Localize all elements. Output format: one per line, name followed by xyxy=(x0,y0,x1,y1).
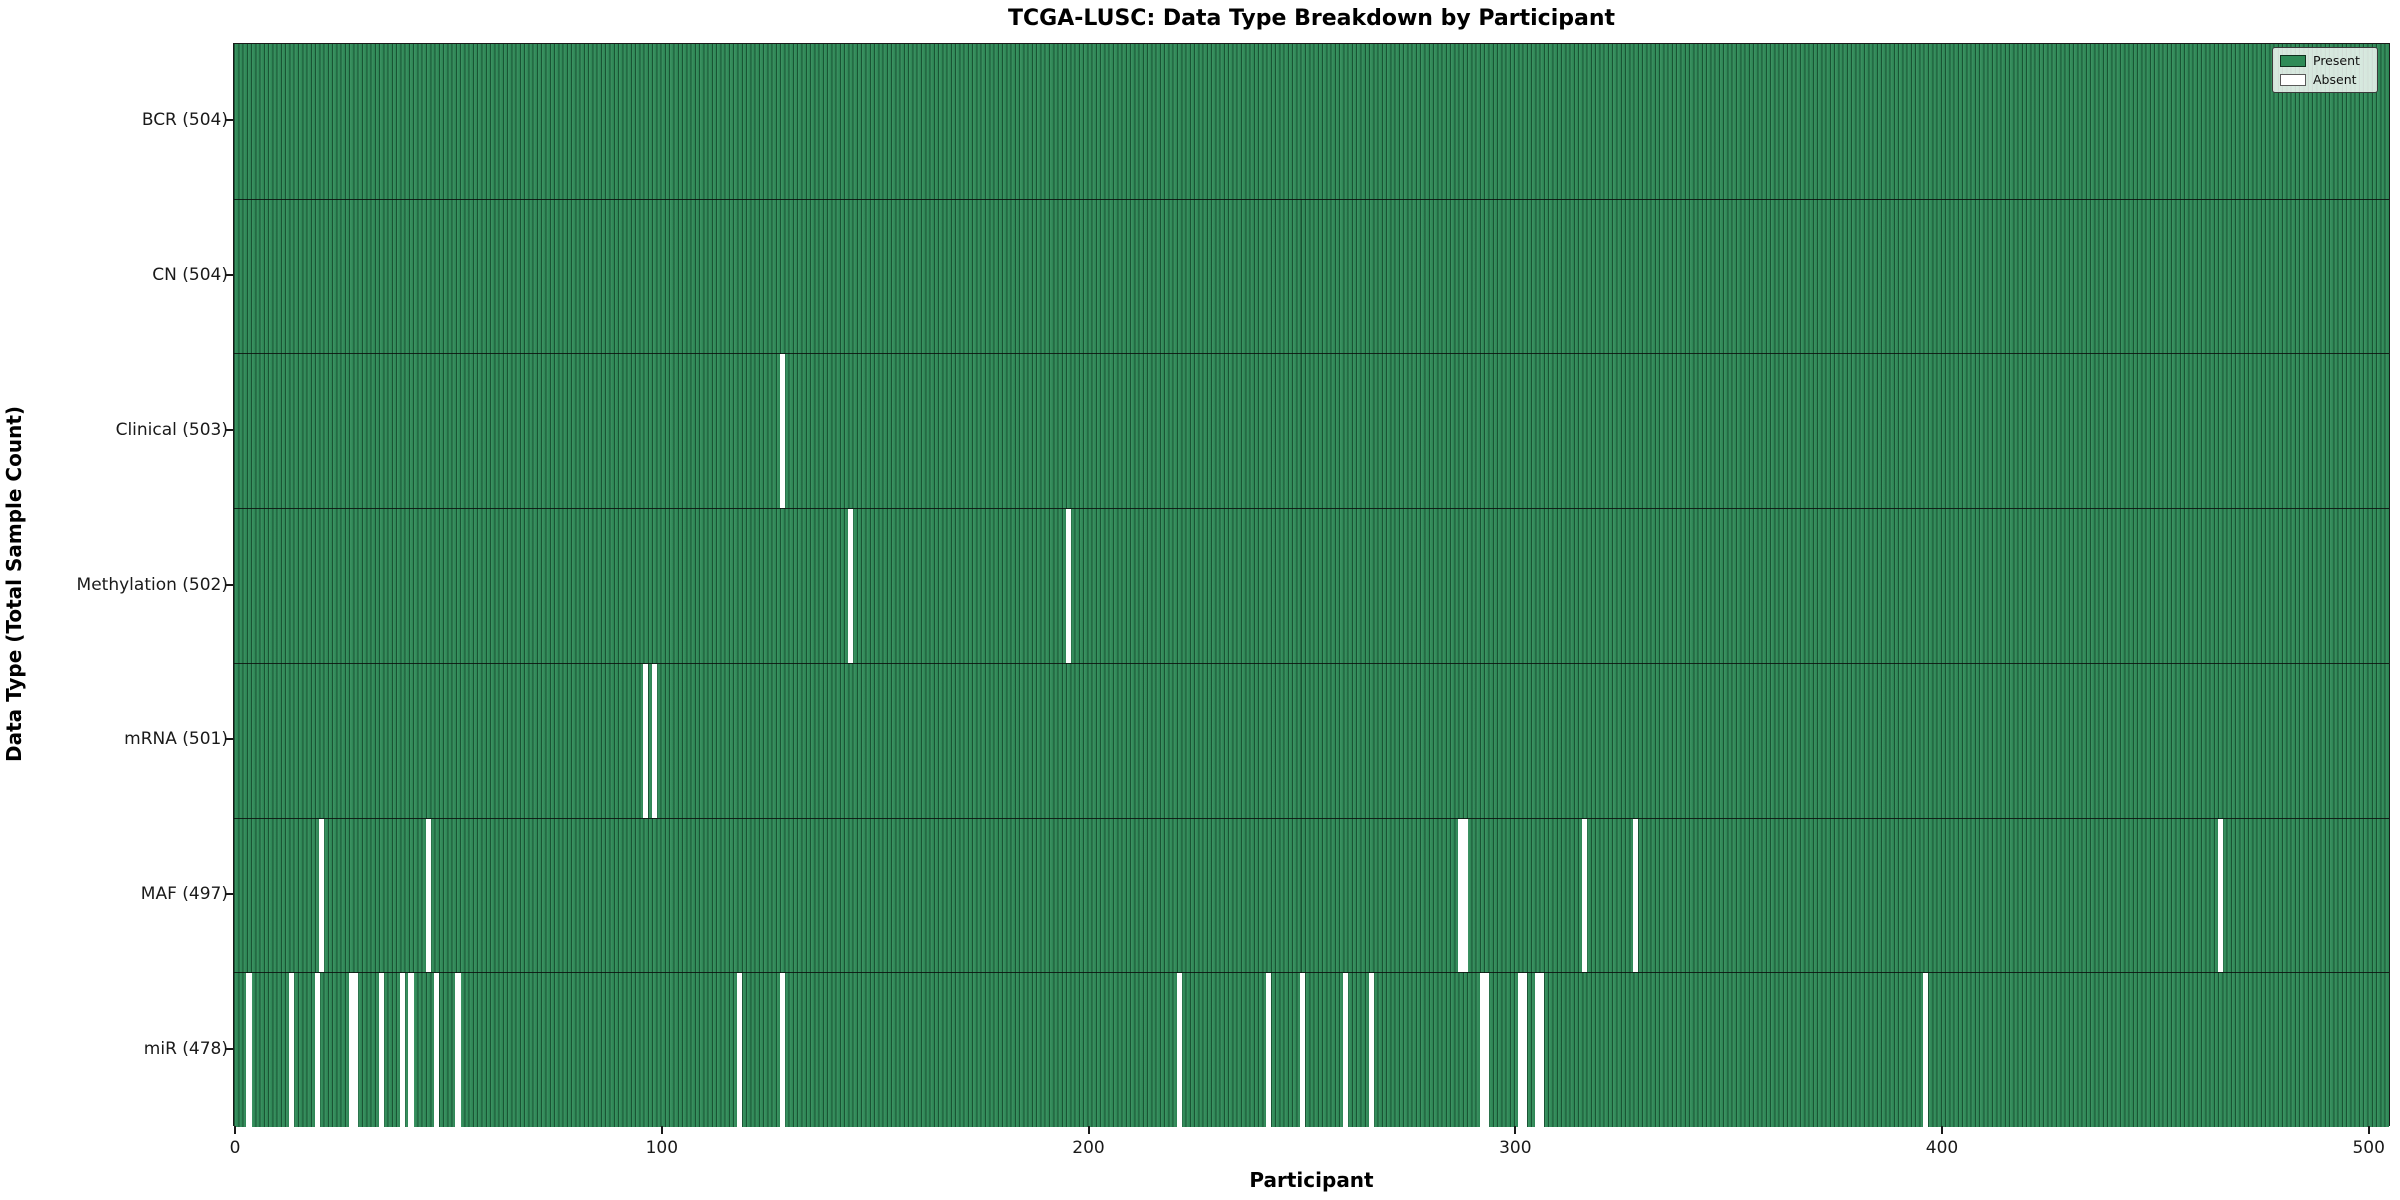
y-tick-mark-miR xyxy=(225,1047,233,1050)
absent-gap-Clinical-128 xyxy=(779,354,785,509)
absent-gap-miR-128 xyxy=(779,973,785,1127)
absent-gap-miR-19 xyxy=(314,973,320,1127)
x-tick-mark-200 xyxy=(1087,1126,1090,1134)
legend-label-absent: Absent xyxy=(2313,72,2357,87)
y-tick-label-mRNA: mRNA (501) xyxy=(124,729,228,750)
absent-gap-miR-260 xyxy=(1342,973,1349,1127)
present-swatch-icon xyxy=(2280,54,2306,67)
y-tick-mark-Methylation xyxy=(225,583,233,586)
x-tick-label-0: 0 xyxy=(229,1138,241,1158)
legend-box: Present Absent xyxy=(2272,47,2378,93)
absent-gap-miR-221 xyxy=(1176,973,1182,1127)
absent-gap-miR-396 xyxy=(1923,973,1929,1127)
x-tick-label-400: 400 xyxy=(1925,1138,1959,1158)
x-tick-label-200: 200 xyxy=(1072,1138,1105,1158)
row-band-BCR xyxy=(234,44,2389,199)
absent-gap-miR-47 xyxy=(434,973,440,1127)
x-tick-label-500: 500 xyxy=(2352,1138,2385,1158)
absent-gap-miR-27 xyxy=(348,973,354,1127)
x-tick-mark-0 xyxy=(234,1126,237,1134)
legend-label-present: Present xyxy=(2313,53,2360,68)
chart-title: TCGA-LUSC: Data Type Breakdown by Partic… xyxy=(1007,6,1616,31)
absent-gap-MAF-465 xyxy=(2217,818,2223,973)
absent-gap-miR-305 xyxy=(1534,973,1541,1127)
absent-gap-MAF-328 xyxy=(1633,818,1639,973)
absent-gap-Methylation-144 xyxy=(847,509,854,663)
absent-gap-miR-3 xyxy=(246,973,252,1127)
absent-gap-miR-28 xyxy=(353,973,359,1127)
x-axis-label: Participant xyxy=(1249,1168,1374,1192)
absent-gap-MAF-288 xyxy=(1462,818,1468,973)
absent-gap-MAF-316 xyxy=(1581,818,1588,973)
absent-gap-miR-266 xyxy=(1368,973,1374,1127)
x-tick-label-100: 100 xyxy=(645,1138,679,1158)
x-tick-mark-100 xyxy=(660,1126,663,1134)
absent-gap-miR-242 xyxy=(1266,973,1272,1127)
x-tick-mark-300 xyxy=(1514,1126,1517,1134)
absent-gap-miR-118 xyxy=(737,973,743,1127)
y-tick-mark-MAF xyxy=(225,892,233,895)
absent-gap-mRNA-98 xyxy=(651,663,657,818)
absent-gap-miR-13 xyxy=(289,973,295,1127)
y-tick-mark-Clinical xyxy=(225,428,233,431)
absent-gap-miR-52 xyxy=(455,973,461,1127)
y-tick-label-Clinical: Clinical (503) xyxy=(115,419,228,440)
absent-gap-miR-301 xyxy=(1517,973,1524,1127)
y-tick-label-MAF: MAF (497) xyxy=(140,883,228,904)
absent-gap-mRNA-96 xyxy=(643,663,649,818)
row-band-CN xyxy=(234,198,2389,354)
absent-gap-MAF-45 xyxy=(425,818,431,973)
absent-gap-miR-302 xyxy=(1522,973,1528,1127)
y-tick-label-Methylation: Methylation (502) xyxy=(76,574,228,595)
plot-area xyxy=(233,43,2390,1127)
row-band-mRNA xyxy=(234,662,2389,818)
absent-gap-miR-250 xyxy=(1300,973,1306,1127)
row-band-Clinical xyxy=(234,353,2389,509)
absent-gap-miR-41 xyxy=(408,973,414,1127)
absent-gap-MAF-20 xyxy=(318,818,325,973)
absent-gap-Methylation-195 xyxy=(1065,509,1071,663)
y-tick-mark-BCR xyxy=(225,119,233,122)
x-tick-mark-500 xyxy=(2367,1126,2370,1134)
x-tick-mark-400 xyxy=(1941,1126,1943,1134)
absent-gap-miR-292 xyxy=(1479,973,1485,1127)
absent-swatch-icon xyxy=(2280,73,2306,86)
row-band-miR xyxy=(234,972,2389,1127)
y-tick-mark-mRNA xyxy=(225,738,233,741)
absent-gap-miR-293 xyxy=(1483,973,1489,1127)
absent-gap-MAF-287 xyxy=(1458,818,1464,973)
row-band-Methylation xyxy=(234,508,2389,663)
x-tick-label-300: 300 xyxy=(1499,1138,1532,1158)
y-tick-label-BCR: BCR (504) xyxy=(141,110,228,131)
absent-gap-miR-39 xyxy=(399,973,406,1127)
legend-entry-absent: Absent xyxy=(2280,72,2370,87)
absent-gap-miR-306 xyxy=(1539,973,1545,1127)
absent-gap-miR-34 xyxy=(378,973,384,1127)
row-band-MAF xyxy=(234,817,2389,973)
y-tick-label-miR: miR (478) xyxy=(143,1038,228,1059)
y-tick-mark-CN xyxy=(225,274,233,277)
legend-entry-present: Present xyxy=(2280,53,2370,68)
y-tick-label-CN: CN (504) xyxy=(152,265,228,286)
